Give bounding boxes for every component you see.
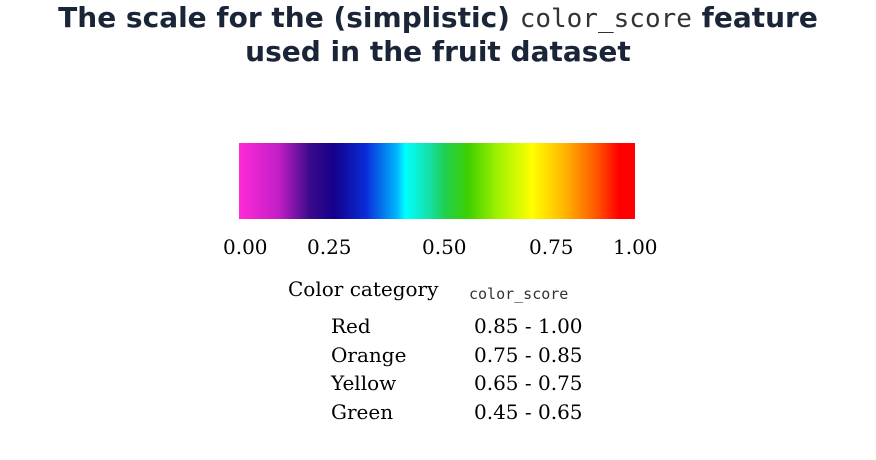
color-scale-bar — [239, 143, 635, 219]
scale-tick-0: 0.00 — [223, 235, 268, 259]
row-orange-category: Orange — [331, 343, 407, 367]
header-color-category: Color category — [288, 277, 439, 301]
row-green-category: Green — [331, 400, 394, 424]
row-yellow-category: Yellow — [331, 371, 397, 395]
scale-tick-3: 0.75 — [529, 235, 574, 259]
title-text-pre: The scale for the (simplistic) — [58, 1, 520, 34]
row-green-range: 0.45 - 0.65 — [474, 400, 583, 424]
row-yellow-range: 0.65 - 0.75 — [474, 371, 583, 395]
scale-tick-2: 0.50 — [422, 235, 467, 259]
row-orange-range: 0.75 - 0.85 — [474, 343, 583, 367]
title-text-post: feature — [691, 1, 818, 34]
row-red-range: 0.85 - 1.00 — [474, 314, 583, 338]
title-line-1: The scale for the (simplistic) color_sco… — [0, 0, 876, 37]
scale-tick-4: 1.00 — [613, 235, 658, 259]
scale-tick-1: 0.25 — [307, 235, 352, 259]
header-color-score: color_score — [469, 285, 569, 303]
title-line-2: used in the fruit dataset — [245, 35, 631, 68]
title-code-feature: color_score — [519, 4, 692, 34]
row-red-category: Red — [331, 314, 371, 338]
